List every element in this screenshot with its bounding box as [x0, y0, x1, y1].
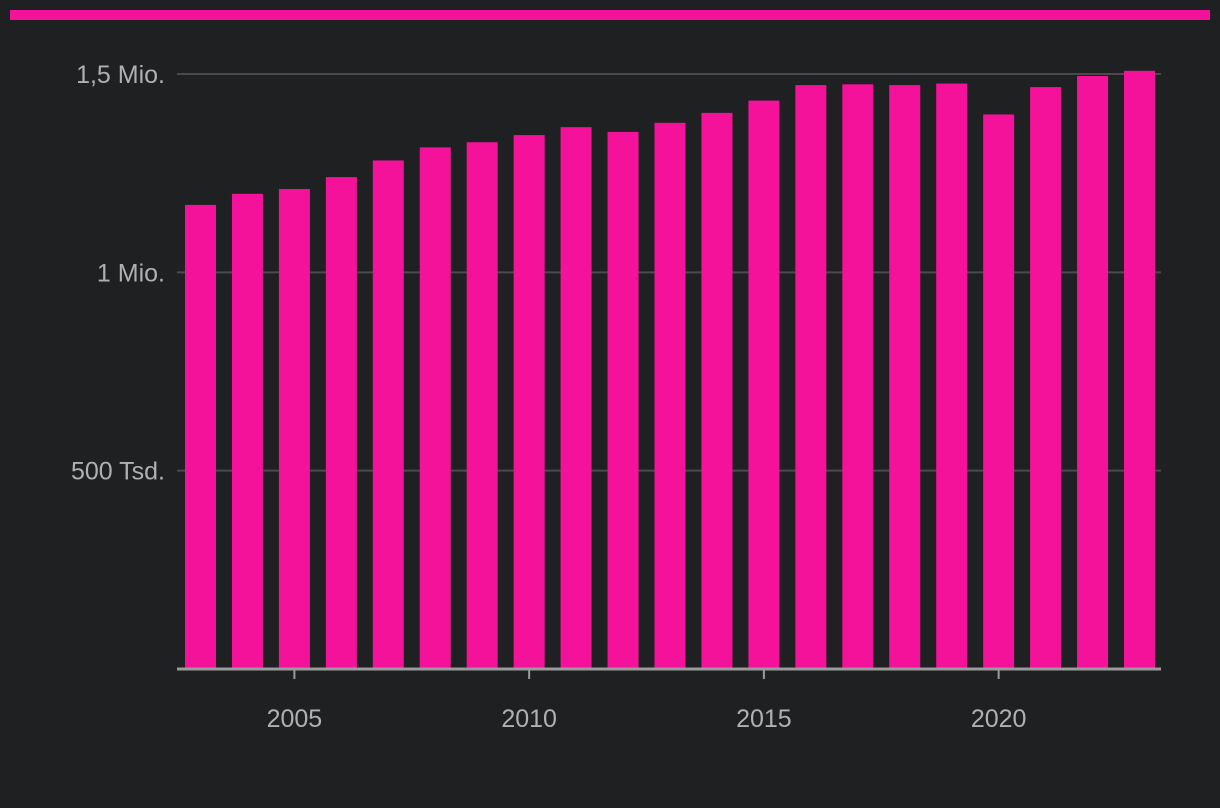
bar: [560, 127, 592, 670]
x-tick-label: 2015: [736, 705, 792, 733]
axes: 500 Tsd. 1 Mio. 1,5 Mio. 2005 2010 2015 2020: [71, 61, 1161, 733]
bar: [278, 189, 310, 670]
bar: [419, 147, 451, 670]
bar: [748, 100, 780, 670]
bar: [889, 85, 921, 669]
x-tick-label: 2020: [971, 705, 1027, 733]
bar: [795, 85, 827, 669]
x-tick-label: 2010: [501, 705, 557, 733]
bar: [513, 135, 545, 669]
x-tick-label: 2005: [267, 705, 323, 733]
y-tick-label: 1,5 Mio.: [76, 61, 165, 89]
bar: [607, 131, 639, 669]
bar: [701, 112, 733, 669]
bar: [983, 114, 1015, 669]
bar: [654, 122, 686, 670]
y-tick-label: 1 Mio.: [97, 259, 165, 287]
bar: [1077, 75, 1109, 669]
bar: [372, 160, 404, 669]
accent-top-bar: [10, 10, 1210, 20]
bar: [842, 84, 874, 669]
y-tick-label: 500 Tsd.: [71, 458, 165, 486]
bar: [1124, 70, 1155, 670]
bar: [1030, 87, 1062, 670]
bar: [325, 177, 357, 669]
bar: [936, 83, 968, 669]
bar: [185, 204, 216, 669]
bar: [466, 142, 498, 669]
bars: [185, 70, 1155, 670]
bar: [231, 193, 263, 669]
